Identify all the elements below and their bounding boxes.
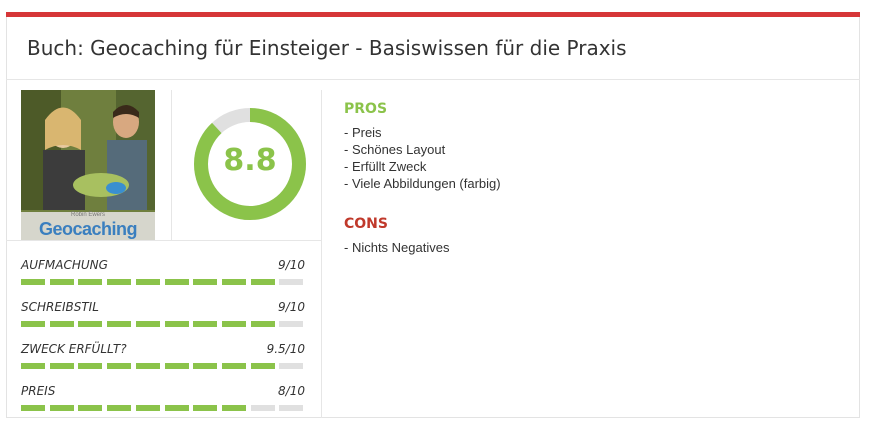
rating-segment [78, 363, 103, 369]
criterion-label: PREIS [21, 384, 56, 398]
criterion-score: 9.5/10 [266, 342, 305, 356]
rating-segment [193, 363, 218, 369]
rating-segment [21, 405, 45, 411]
list-item: - Schönes Layout [344, 142, 446, 157]
criterion-score: 9/10 [278, 258, 305, 272]
review-accent-bar [6, 12, 860, 17]
book-cover-image: Robin Ewers Geocaching [21, 90, 155, 240]
criterion-rating-bar [21, 321, 305, 327]
rating-segment [279, 405, 304, 411]
rating-segment [164, 279, 189, 285]
rating-segment [250, 321, 275, 327]
rating-segment [49, 321, 74, 327]
list-item: - Preis [344, 125, 382, 140]
rating-segment [221, 279, 246, 285]
rating-segment [279, 321, 304, 327]
rating-segment [21, 363, 45, 369]
column-divider [171, 90, 172, 240]
rating-segment [221, 405, 246, 411]
rating-segment [193, 321, 218, 327]
rating-segment [279, 363, 304, 369]
rating-segment [107, 363, 132, 369]
cons-heading: CONS [344, 216, 388, 232]
criterion-rating-bar [21, 405, 305, 411]
criterion-label: ZWECK ERFÜLLT? [21, 342, 127, 356]
rating-segment [221, 363, 246, 369]
rating-segment [78, 405, 103, 411]
criteria-panel: AUFMACHUNG 9/10 SCHREIBSTIL 9/10 ZWECK ERFÜL… [6, 240, 321, 418]
rating-segment [164, 405, 189, 411]
criterion-rating-bar [21, 279, 305, 285]
rating-segment [193, 279, 218, 285]
rating-segment [78, 321, 103, 327]
rating-segment [221, 321, 246, 327]
criterion-rating-bar [21, 363, 305, 369]
rating-segment [107, 279, 132, 285]
list-item: - Viele Abbildungen (farbig) [344, 176, 501, 191]
rating-segment [250, 279, 275, 285]
rating-segment [49, 405, 74, 411]
criterion-score: 8/10 [278, 384, 305, 398]
rating-segment [49, 363, 74, 369]
rating-segment [135, 363, 160, 369]
rating-segment [135, 279, 160, 285]
criterion-score: 9/10 [278, 300, 305, 314]
score-ring [194, 108, 306, 220]
list-item: - Nichts Negatives [344, 240, 450, 255]
column-divider [321, 90, 322, 418]
rating-segment [250, 363, 275, 369]
rating-segment [279, 279, 304, 285]
cover-title: Geocaching [38, 219, 138, 239]
rating-segment [135, 321, 160, 327]
rating-segment [250, 405, 275, 411]
criterion-label: AUFMACHUNG [21, 258, 108, 272]
cons-list: - Nichts Negatives [344, 239, 449, 256]
pros-list: - Preis - Schönes Layout - Erfüllt Zweck… [344, 124, 501, 192]
rating-segment [135, 405, 160, 411]
pros-heading: PROS [344, 101, 388, 117]
overall-score: 8.8 [223, 143, 277, 178]
rating-segment [193, 405, 218, 411]
rating-segment [107, 321, 132, 327]
rating-segment [78, 279, 103, 285]
rating-segment [107, 405, 132, 411]
rating-segment [164, 363, 189, 369]
rating-segment [21, 279, 45, 285]
cover-author: Robin Ewers [70, 212, 105, 218]
title-divider [6, 79, 860, 80]
criterion-label: SCHREIBSTIL [21, 300, 99, 314]
rating-segment [164, 321, 189, 327]
list-item: - Erfüllt Zweck [344, 159, 427, 174]
rating-segment [21, 321, 45, 327]
rating-segment [49, 279, 74, 285]
review-title: Buch: Geocaching für Einsteiger - Basisw… [27, 36, 627, 60]
